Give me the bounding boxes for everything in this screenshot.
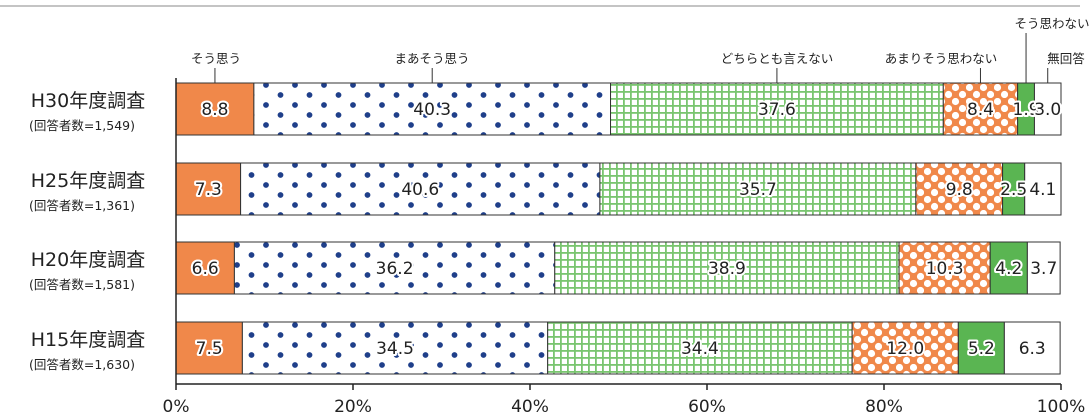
bar-segment-h30-s3 [942, 82, 1019, 136]
bar-segment-h20-s0 [175, 241, 235, 295]
row-sublabel: (回答者数=1,581) [29, 277, 135, 292]
bar-segment-h20-s3 [898, 241, 991, 295]
value-label: 10.3 [926, 259, 964, 279]
bar-segment-h20-s4 [989, 241, 1028, 295]
bar-segment-h15-s3 [851, 321, 959, 375]
x-tick-label: 100% [1037, 397, 1086, 417]
bar-segment-h30-s1 [253, 82, 612, 136]
row-labels: H30年度調査 (回答者数=1,549) H25年度調査 (回答者数=1,361) H2… [29, 90, 145, 372]
row-sublabel: (回答者数=1,361) [29, 198, 135, 213]
x-tick-label: 40% [511, 397, 549, 417]
value-label: 40.6 [401, 180, 439, 200]
value-label: 7.5 [196, 339, 223, 359]
value-label: 3.0 [1034, 100, 1061, 120]
value-label: 2.5 [1000, 180, 1027, 200]
row-sublabel: (回答者数=1,630) [29, 357, 135, 372]
value-label: 38.9 [708, 259, 746, 279]
value-labels: 8.8 40.3 37.6 8.4 1.93.0 7.3 40.6 35.7 9.8 2.5 4.1… [190, 98, 1064, 361]
value-label: 4.1 [1029, 180, 1056, 200]
value-label: 37.6 [758, 100, 796, 120]
value-label: 8.4 [967, 100, 994, 120]
row-label: H15年度調査 [31, 329, 145, 351]
x-tick-label: 20% [334, 397, 372, 417]
bar-segment-h25-s1 [240, 162, 601, 216]
series-label: そう思わない [1014, 16, 1089, 31]
bar-segment-h25-s3 [915, 162, 1004, 216]
series-label: そう思う [191, 51, 241, 66]
value-label: 7.3 [195, 180, 222, 200]
bar-segment-h30-s2 [610, 82, 944, 136]
x-tick-label: 60% [688, 397, 726, 417]
value-label: 9.8 [946, 180, 973, 200]
row-label: H30年度調査 [31, 90, 145, 112]
bar-segment-h25-s5 [1024, 162, 1062, 216]
series-label: 無回答 [1047, 51, 1085, 66]
value-label: 34.5 [376, 339, 414, 359]
row-label: H20年度調査 [31, 249, 145, 271]
series-label: あまりそう思わない [885, 51, 998, 66]
value-label: 12.0 [886, 339, 924, 359]
value-label: 6.6 [192, 259, 219, 279]
row-label: H25年度調査 [31, 170, 145, 192]
bar-segment-h15-s1 [241, 321, 549, 375]
x-axis: 0% 20% 40% 60% 80% 100% [163, 78, 1086, 417]
value-label: 3.7 [1030, 259, 1057, 279]
value-label: 1.9 [1013, 100, 1040, 120]
value-label: 40.3 [413, 100, 451, 120]
x-tick-label: 0% [163, 397, 190, 417]
bar-segment-h15-s2 [547, 321, 853, 375]
bar-segment-h30-s5 [1033, 82, 1062, 136]
bar-segment-h25-s2 [599, 162, 917, 216]
value-label: 6.3 [1019, 339, 1046, 359]
value-label: 36.2 [376, 259, 414, 279]
value-label: 5.2 [968, 339, 995, 359]
value-label: 4.2 [995, 259, 1022, 279]
value-label: 35.7 [739, 180, 777, 200]
row-sublabel: (回答者数=1,549) [29, 118, 135, 133]
series-label: どちらとも言えない [721, 51, 834, 66]
bars [175, 82, 1062, 375]
bar-segment-h15-s5 [1003, 321, 1061, 375]
bar-segment-h20-s1 [233, 241, 556, 295]
value-label: 34.4 [681, 339, 719, 359]
bar-segment-h15-s0 [175, 321, 243, 375]
value-label: 8.8 [201, 100, 228, 120]
x-tick-label: 80% [865, 397, 903, 417]
bar-segment-h20-s2 [554, 241, 900, 295]
bar-segment-h20-s5 [1026, 241, 1061, 295]
series-label: まあそう思う [394, 51, 469, 66]
